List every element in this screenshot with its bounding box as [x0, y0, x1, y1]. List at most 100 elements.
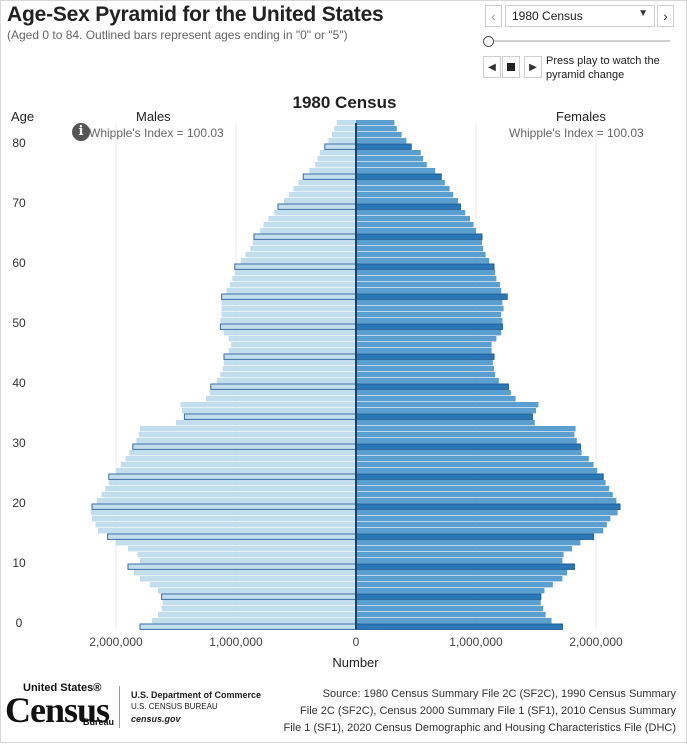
male-bar: [98, 528, 356, 534]
census-slider-track[interactable]: [488, 40, 670, 42]
male-bar: [324, 143, 357, 150]
male-bar: [162, 600, 356, 606]
female-bar: [356, 276, 497, 282]
male-bar: [228, 336, 356, 342]
female-bar: [356, 168, 436, 174]
female-bar: [356, 450, 582, 456]
female-bar: [356, 216, 470, 222]
males-label: Males: [136, 109, 171, 124]
male-bar: [234, 270, 356, 276]
female-bar: [356, 162, 427, 168]
y-tick-label: 50: [12, 316, 26, 330]
male-bar: [140, 426, 356, 432]
female-bar: [356, 186, 450, 192]
logo-united-states: United States®: [23, 682, 102, 694]
census-select[interactable]: 1980 Census ▼: [505, 5, 655, 27]
female-bar: [356, 462, 594, 468]
male-bar: [223, 353, 357, 360]
chart-subtitle: (Aged 0 to 84. Outlined bars represent a…: [7, 28, 348, 42]
female-bar: [355, 143, 412, 150]
male-bar: [320, 150, 356, 156]
step-back-button[interactable]: ◀: [483, 56, 501, 78]
source-note: Source: 1980 Census Summary File 2C (SF2…: [256, 686, 676, 737]
female-bar: [356, 132, 402, 138]
female-bar: [356, 306, 504, 312]
male-bar: [139, 623, 357, 630]
female-bar: [355, 413, 533, 420]
next-census-button[interactable]: ›: [657, 5, 674, 27]
female-bar: [356, 192, 454, 198]
female-bar: [356, 606, 544, 612]
male-bar: [224, 330, 356, 336]
male-bar: [250, 246, 356, 252]
census-logo[interactable]: Census: [5, 690, 110, 730]
x-tick-label: 2,000,000: [89, 635, 143, 649]
male-bar: [116, 540, 356, 546]
female-bar: [355, 443, 581, 450]
female-bar: [356, 552, 564, 558]
male-bar: [108, 473, 357, 480]
female-bar: [356, 570, 568, 576]
chevron-down-icon: ▼: [638, 8, 648, 19]
male-bar: [108, 480, 356, 486]
male-bar: [221, 312, 356, 318]
female-bar: [356, 588, 545, 594]
female-bar: [356, 576, 563, 582]
male-bar: [92, 516, 356, 522]
male-bar: [137, 552, 356, 558]
female-bar: [356, 258, 490, 264]
female-bar: [356, 438, 577, 444]
logo-divider: [119, 686, 120, 728]
male-bar: [183, 413, 357, 420]
male-bar: [263, 222, 356, 228]
female-bar: [356, 120, 395, 126]
play-button[interactable]: ▶: [524, 56, 542, 78]
stop-button[interactable]: [502, 56, 520, 78]
male-bar: [232, 276, 356, 282]
chart-title: Age-Sex Pyramid for the United States: [7, 3, 384, 26]
x-tick-label: 1,000,000: [209, 635, 263, 649]
female-bar: [356, 156, 424, 162]
male-bar: [228, 348, 356, 354]
chevron-right-icon: ›: [663, 8, 668, 24]
female-bar: [356, 492, 613, 498]
play-icon: ▶: [529, 61, 537, 73]
female-bar: [356, 222, 474, 228]
female-bar: [356, 282, 500, 288]
y-tick-label: 70: [12, 196, 26, 210]
male-bar: [260, 228, 356, 234]
y-tick-label: 30: [12, 436, 26, 450]
female-bar: [356, 318, 503, 324]
male-bar: [176, 420, 356, 426]
male-bar: [149, 582, 356, 588]
x-tick-label: 1,000,000: [449, 635, 503, 649]
whipple-index-females: Whipple's Index = 100.03: [509, 126, 644, 140]
female-bar: [356, 180, 445, 186]
source-line-3: File 1 (SF1), 2020 Census Demographic an…: [283, 722, 676, 734]
male-bar: [95, 522, 356, 528]
male-bar: [224, 360, 356, 366]
female-bar: [356, 366, 494, 372]
female-bar: [355, 563, 575, 570]
female-bar: [356, 246, 484, 252]
female-bar: [355, 293, 508, 300]
female-bar: [355, 173, 442, 180]
census-slider-thumb[interactable]: [483, 36, 494, 47]
female-bar: [356, 402, 539, 408]
whipple-index-males: Whipple's Index = 100.03: [89, 126, 224, 140]
male-bar: [284, 198, 356, 204]
male-bar: [309, 168, 356, 174]
info-icon[interactable]: i: [72, 123, 90, 141]
prev-census-button[interactable]: ‹: [485, 5, 502, 27]
x-tick-label: 0: [353, 635, 360, 649]
male-bar: [161, 606, 356, 612]
male-bar: [222, 366, 356, 372]
female-bar: [356, 300, 503, 306]
female-bar: [356, 426, 576, 432]
female-bar: [356, 330, 502, 336]
male-bar: [134, 570, 356, 576]
y-tick-label: 60: [12, 256, 26, 270]
census-gov-link[interactable]: census.gov: [131, 714, 181, 724]
male-bar: [152, 618, 356, 624]
female-bar: [356, 468, 598, 474]
